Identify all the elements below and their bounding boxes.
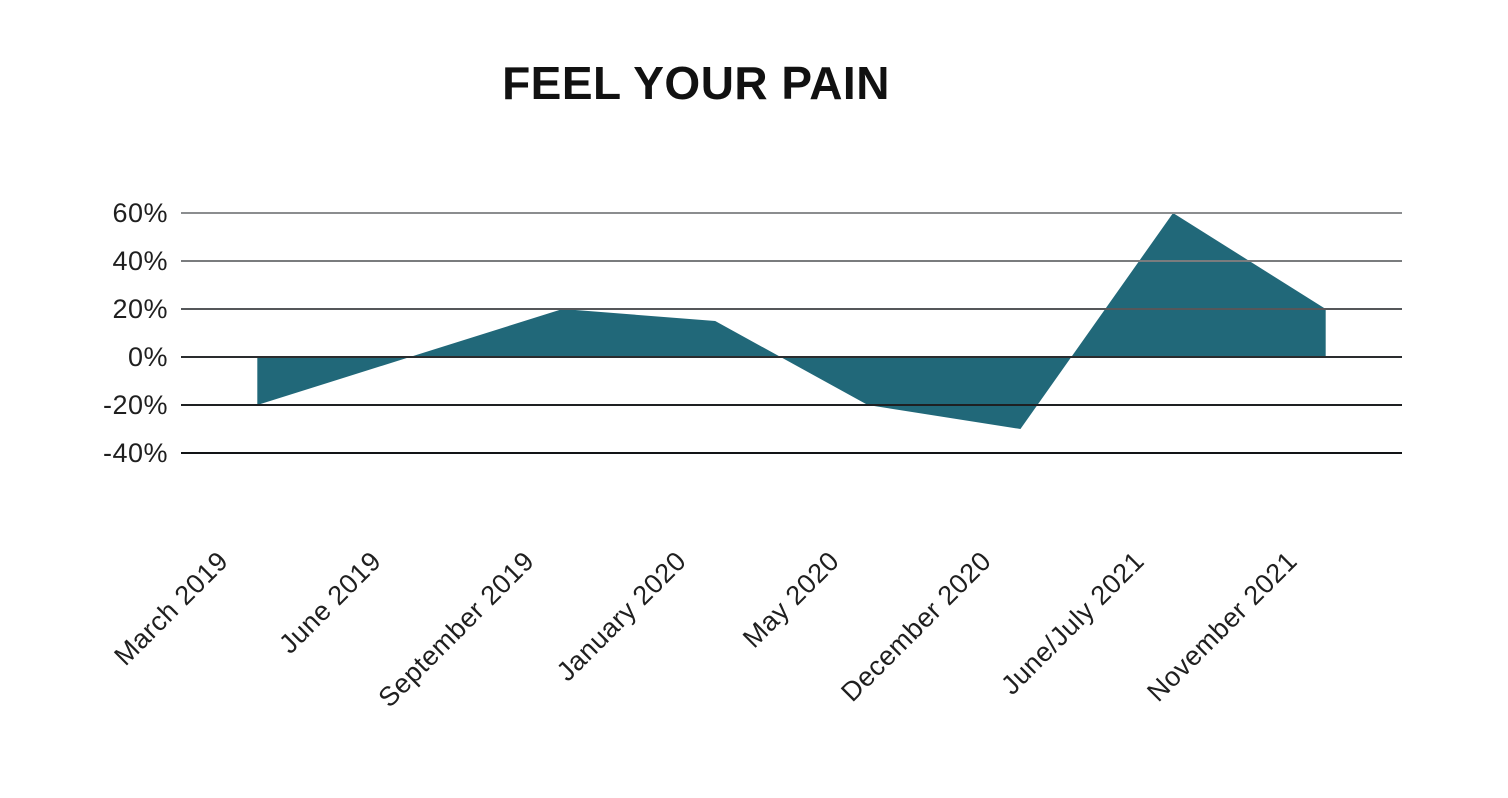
y-axis-tick-label: -40% — [102, 438, 168, 468]
y-axis-tick-label: 0% — [127, 342, 168, 372]
chart-title: FEEL YOUR PAIN — [502, 57, 890, 109]
area-series — [257, 213, 1326, 429]
y-axis-tick-label: -20% — [102, 390, 168, 420]
y-axis-tick-label: 40% — [112, 246, 168, 276]
y-axis-tick-label: 60% — [112, 198, 168, 228]
y-axis-tick-label: 20% — [112, 294, 168, 324]
